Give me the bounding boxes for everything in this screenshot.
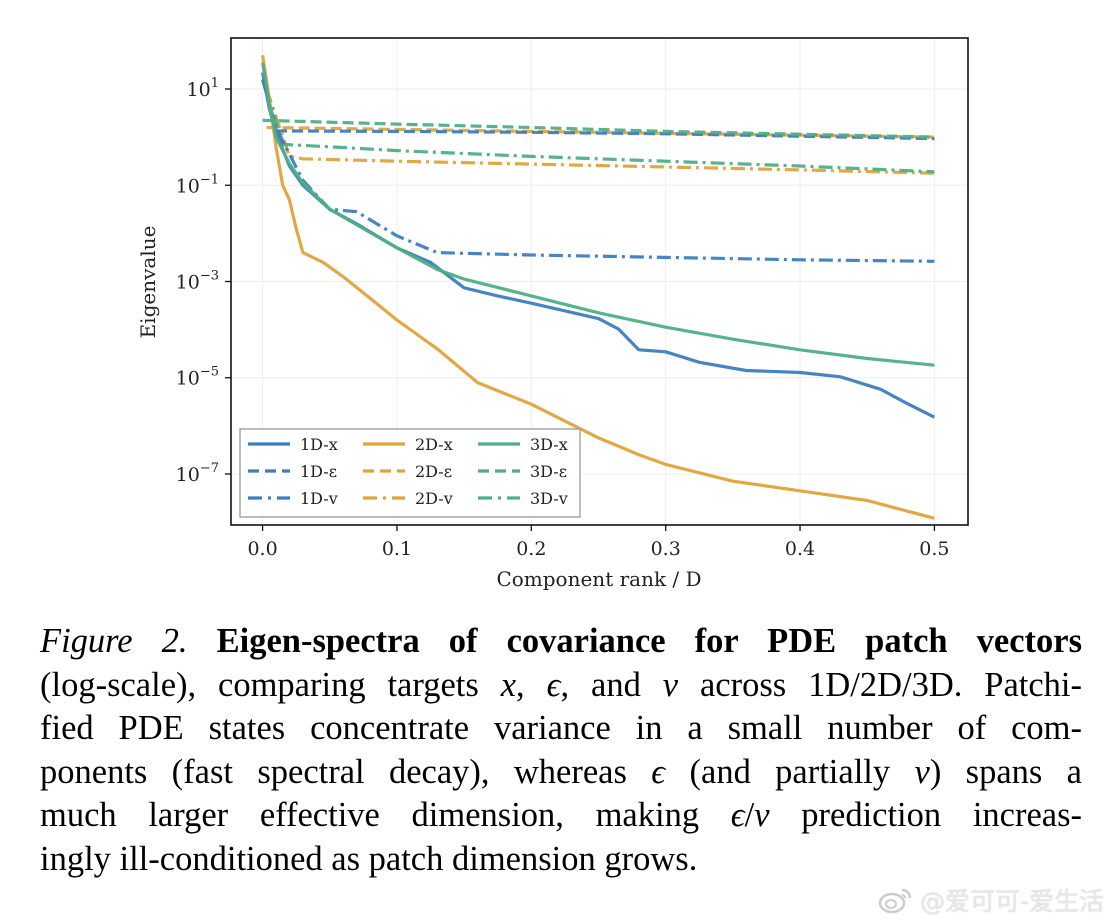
caption-line: ingly ill-conditioned as patch dimension… xyxy=(40,839,698,878)
legend: 1D-x 1D-ε 1D-v 2D-x 2D-ε 2D-v 3D-x 3D-ε 3D-v xyxy=(239,428,581,518)
watermark: @爱可可-爱生活 xyxy=(878,882,1104,918)
y-axis-label: Eigenvalue xyxy=(136,226,160,339)
legend-label: 2D-ε xyxy=(415,462,452,481)
legend-label: 1D-x xyxy=(300,435,338,454)
x-tick-label: 0.5 xyxy=(919,538,949,560)
caption-line: ponents (fast spectral decay), whereas ϵ… xyxy=(40,752,1082,791)
legend-label: 1D-v xyxy=(300,489,338,508)
figure-caption: Figure 2. Eigen-spectra of covariance fo… xyxy=(40,620,1082,881)
x-axis-label: Component rank / D xyxy=(496,567,701,591)
caption-line: (log-scale), comparing targets x, ϵ, and… xyxy=(40,665,1082,704)
x-tick-label: 0.0 xyxy=(247,538,277,560)
eigen-spectra-chart: 0.0 0.1 0.2 0.3 0.4 0.5 101 10−1 10−3 10−5 10−7 C… xyxy=(136,37,969,591)
series-line-2d-x xyxy=(261,55,935,520)
math-symbol: ϵ xyxy=(730,796,745,834)
y-tick-label: 101 xyxy=(187,76,219,101)
caption-line: much larger effective dimension, making … xyxy=(40,796,1083,834)
series-line-1d-eps xyxy=(275,129,935,141)
math-symbol: v xyxy=(914,752,930,791)
math-symbol: v xyxy=(754,796,770,834)
series-line-3d-eps xyxy=(262,118,935,139)
x-tick-label: 0.2 xyxy=(516,538,546,560)
math-symbol: v xyxy=(662,665,679,704)
figure-title: Eigen-spectra of covariance for PDE patc… xyxy=(216,622,1082,660)
math-symbol: x xyxy=(500,665,517,704)
legend-label: 1D-ε xyxy=(300,462,337,481)
legend-label: 2D-x xyxy=(415,435,453,454)
y-tick-label: 10−7 xyxy=(176,461,219,486)
caption-line: fied PDE states concentrate variance in … xyxy=(40,709,1082,747)
legend-box xyxy=(239,428,581,518)
math-symbol: ϵ xyxy=(546,665,561,704)
weibo-logo-icon xyxy=(878,888,912,914)
x-tick-label: 0.4 xyxy=(785,538,815,560)
x-tick-label: 0.3 xyxy=(651,538,681,560)
y-tick-label: 10−1 xyxy=(176,172,219,197)
series-line-3d-v xyxy=(265,88,935,174)
math-symbol: ϵ xyxy=(651,752,666,791)
series-line-3d-x xyxy=(261,62,935,367)
legend-label: 3D-v xyxy=(530,489,568,508)
x-axis: 0.0 0.1 0.2 0.3 0.4 0.5 xyxy=(247,525,950,560)
caption-line: Figure 2. Eigen-spectra of covariance fo… xyxy=(40,620,1082,664)
legend-label: 3D-x xyxy=(530,435,568,454)
series-layer xyxy=(261,55,936,520)
series-line-1d-v xyxy=(261,78,935,263)
watermark-text: @爱可可-爱生活 xyxy=(919,887,1104,916)
legend-label: 2D-v xyxy=(415,489,453,508)
x-tick-label: 0.1 xyxy=(382,538,412,560)
y-axis: 101 10−1 10−3 10−5 10−7 xyxy=(176,76,231,486)
figure-label: Figure 2. xyxy=(40,622,188,660)
legend-label: 3D-ε xyxy=(530,462,567,481)
y-tick-label: 10−3 xyxy=(176,269,219,294)
y-tick-label: 10−5 xyxy=(176,365,219,390)
